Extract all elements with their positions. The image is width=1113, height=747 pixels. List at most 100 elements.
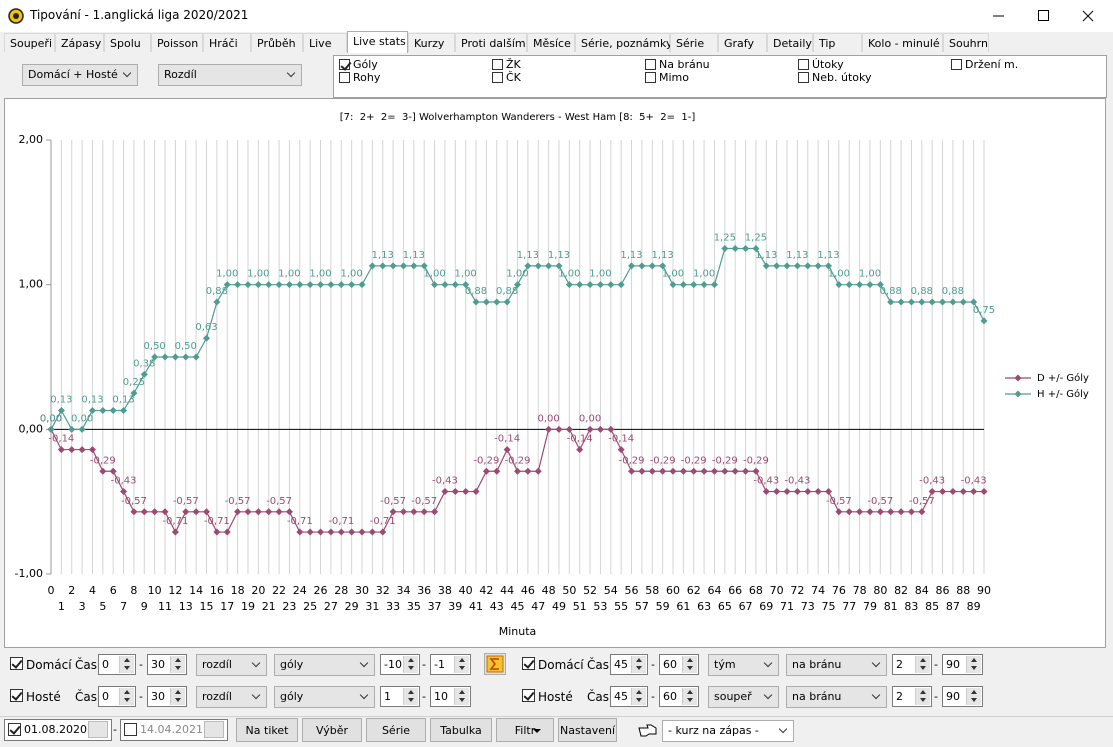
spin-box[interactable]: 2 (892, 654, 932, 675)
data-point (57, 446, 65, 454)
data-label: -0,29 (505, 455, 531, 466)
date-value[interactable]: 01.08.2020 (24, 723, 87, 736)
stat-checkbox[interactable] (798, 59, 809, 70)
stat-checkbox[interactable] (645, 59, 656, 70)
footer-button[interactable]: Tabulka (430, 718, 492, 742)
tab[interactable]: Soupeři (4, 33, 55, 52)
data-label: 1,00 (828, 269, 850, 280)
spin-box[interactable]: 2 (892, 686, 932, 707)
data-label: -0,71 (287, 516, 313, 527)
spin-box[interactable]: 90 (942, 654, 983, 675)
stat-checkbox[interactable] (492, 59, 503, 70)
tab[interactable]: Série, poznámky (575, 33, 673, 52)
date-drop[interactable] (204, 721, 224, 738)
spin-box[interactable]: 0 (98, 654, 136, 675)
footer-button[interactable]: Výběr (302, 718, 362, 742)
spin-box[interactable]: 45 (610, 686, 648, 707)
spin-box[interactable]: 10 (430, 686, 471, 707)
footer-button[interactable]: Filtr (496, 718, 554, 742)
stat-select[interactable]: góly (274, 654, 375, 676)
spin-up (175, 658, 181, 662)
team-checkbox[interactable] (10, 689, 23, 702)
scope-select[interactable]: Domácí + Hosté (22, 64, 138, 86)
spin-box[interactable]: 60 (659, 654, 699, 675)
spin-box[interactable]: 30 (147, 654, 187, 675)
stat-select[interactable]: na bránu (786, 686, 887, 708)
spin-box[interactable]: -1 (430, 654, 471, 675)
measure-select[interactable]: rozdíl (196, 686, 267, 708)
data-point (783, 488, 791, 496)
tab[interactable]: Kolo - minulé (862, 33, 943, 52)
x-tick-label: 77 (842, 600, 856, 613)
stat-checkbox[interactable] (492, 72, 503, 83)
data-point (742, 245, 750, 252)
data-point (617, 446, 625, 454)
footer-button[interactable]: Série (366, 718, 426, 742)
tab[interactable]: Série (670, 33, 718, 52)
spin-down (636, 698, 642, 702)
stat-checkbox[interactable] (339, 72, 350, 83)
tab[interactable]: Detaily (767, 33, 813, 52)
team-checkbox[interactable] (522, 657, 535, 670)
measure-select[interactable]: tým (708, 654, 779, 676)
spin-box[interactable]: 90 (942, 686, 983, 707)
x-tick-label: 37 (428, 600, 442, 613)
tab[interactable]: Spolu (104, 33, 151, 52)
data-point (109, 467, 117, 475)
stat-checkbox[interactable] (798, 72, 809, 83)
stat-checkbox[interactable] (645, 72, 656, 83)
stat-checkbox[interactable] (951, 59, 962, 70)
x-tick-label: 90 (977, 584, 991, 597)
spin-box[interactable]: 60 (659, 686, 699, 707)
tab[interactable]: Proti dalším (455, 33, 527, 52)
team-checkbox[interactable] (10, 657, 23, 670)
tab[interactable]: Měsíce (527, 33, 575, 52)
date-checkbox[interactable] (8, 723, 21, 736)
data-point (327, 528, 335, 536)
mode-select[interactable]: Rozdíl (158, 64, 302, 86)
tab[interactable]: Kurzy (408, 33, 455, 52)
sum-button[interactable] (484, 653, 506, 675)
x-tick-label: 70 (770, 584, 784, 597)
spin-box[interactable]: 0 (98, 686, 136, 707)
spin-down (408, 666, 414, 670)
tab[interactable]: Zápasy (55, 33, 104, 52)
date-drop[interactable] (88, 721, 108, 738)
odds-select[interactable]: - kurz na zápas - (662, 720, 794, 742)
tab[interactable]: Live stats (347, 31, 408, 53)
data-point (773, 488, 781, 496)
footer-button[interactable]: Na tiket (236, 718, 298, 742)
tab[interactable]: Souhrn (943, 33, 989, 52)
footer-button[interactable]: Nastavení (558, 718, 617, 742)
data-point (970, 298, 978, 306)
spin-box[interactable]: -10 (380, 654, 420, 675)
spin-box[interactable]: 1 (380, 686, 420, 707)
x-tick-label: 27 (324, 600, 338, 613)
tab[interactable]: Live (303, 33, 347, 52)
team-checkbox[interactable] (522, 689, 535, 702)
date-value[interactable]: 14.04.2021 (140, 723, 203, 736)
data-point (804, 262, 812, 270)
measure-select[interactable]: rozdíl (196, 654, 267, 676)
tab[interactable]: Hráči (203, 33, 251, 52)
data-point (244, 508, 252, 516)
data-point (99, 467, 107, 475)
data-point (431, 508, 439, 516)
stat-select[interactable]: góly (274, 686, 375, 708)
stat-label: Držení m. (965, 58, 1019, 71)
measure-select[interactable]: soupeř (708, 686, 779, 708)
stat-checkbox[interactable] (339, 59, 350, 70)
spin-box[interactable]: 30 (147, 686, 187, 707)
data-point (493, 467, 501, 475)
data-point (254, 508, 262, 516)
stat-label: ČK (506, 71, 521, 84)
tab[interactable]: Tip (813, 33, 862, 52)
date-checkbox[interactable] (124, 723, 137, 736)
stat-select[interactable]: na bránu (786, 654, 887, 676)
tab[interactable]: Poisson (151, 33, 203, 52)
tab[interactable]: Grafy (718, 33, 767, 52)
tab[interactable]: Průběh (251, 33, 303, 52)
team-label: Domácí (26, 658, 72, 672)
window-controls[interactable] (980, 0, 1113, 32)
spin-box[interactable]: 45 (610, 654, 648, 675)
